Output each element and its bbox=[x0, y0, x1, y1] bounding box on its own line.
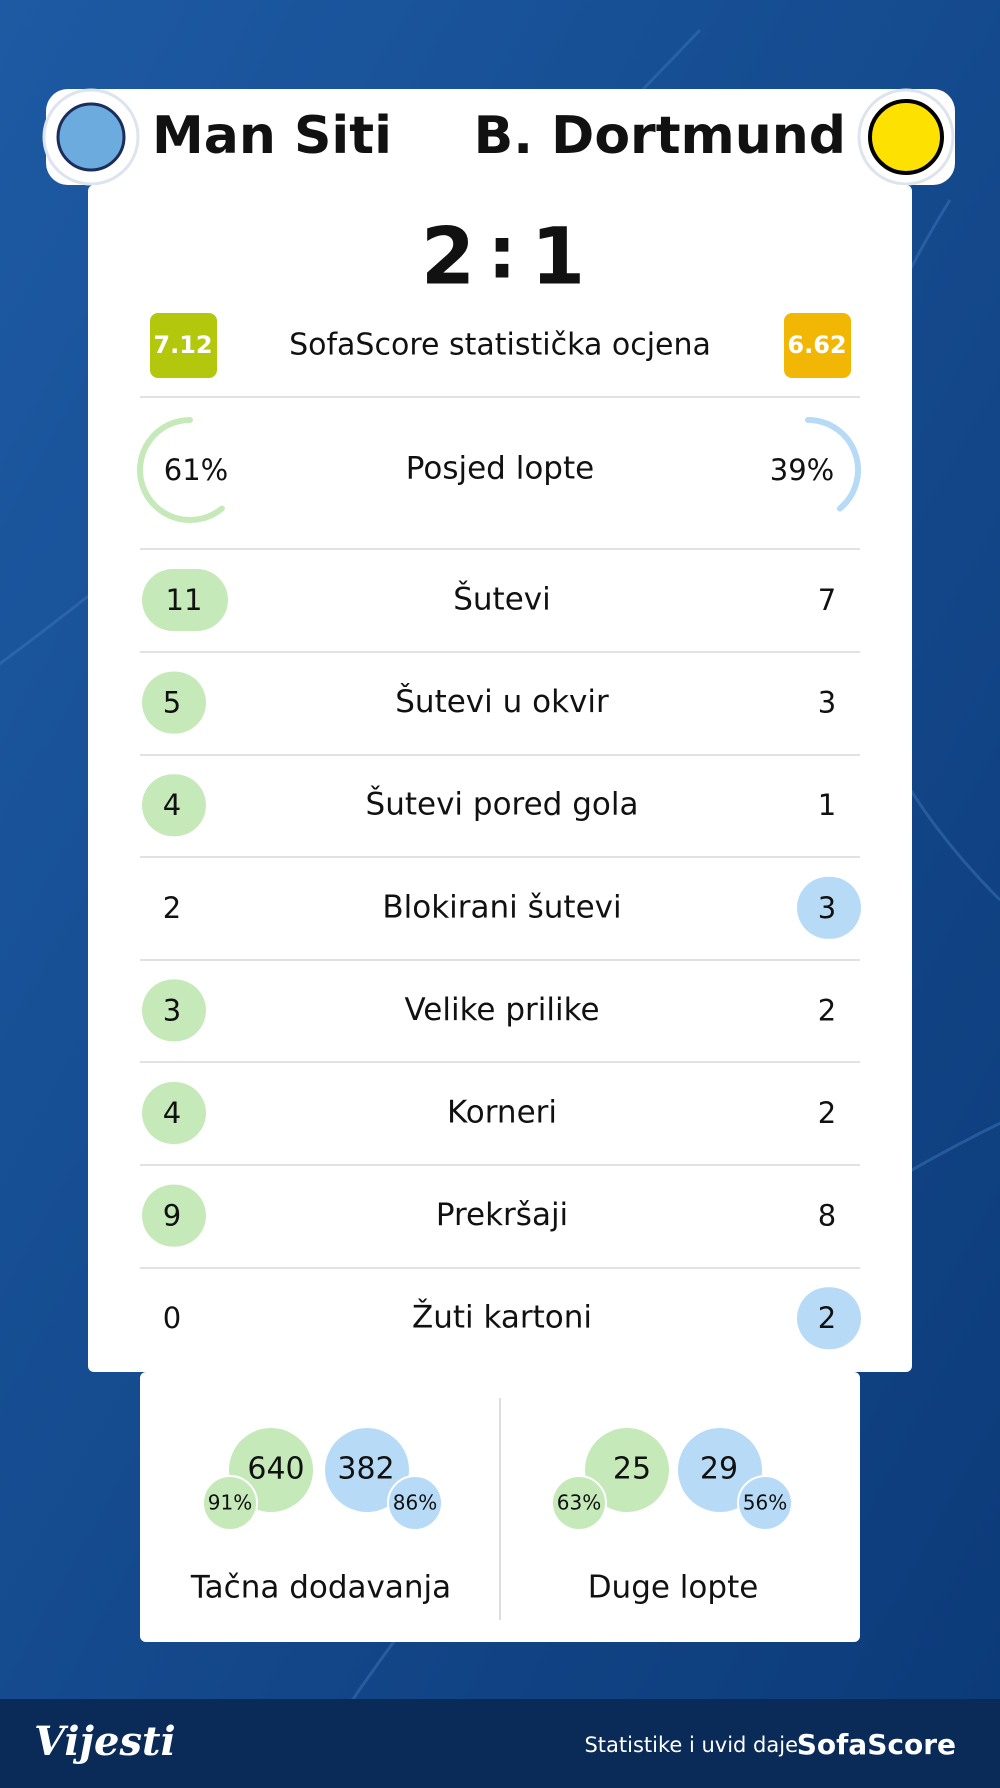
away-highlight bbox=[797, 1287, 861, 1350]
home-possession: 61% bbox=[164, 453, 228, 487]
home-pass-pct: 63% bbox=[557, 1491, 601, 1515]
away-value: 2 bbox=[818, 1301, 836, 1335]
stat-label: Šutevi u okvir bbox=[395, 683, 609, 720]
home-pass-value: 25 bbox=[613, 1452, 651, 1487]
home-rating-badge bbox=[150, 313, 217, 378]
away-pass-value: 382 bbox=[337, 1452, 394, 1487]
home-team: Man Siti bbox=[152, 106, 392, 166]
away-possession-arc bbox=[805, 417, 861, 512]
away-value: 2 bbox=[818, 993, 836, 1027]
away-possession: 39% bbox=[770, 453, 834, 487]
home-value: 4 bbox=[163, 1096, 181, 1130]
stat-label: Prekršaji bbox=[436, 1197, 568, 1233]
away-team: B. Dortmund bbox=[474, 106, 846, 166]
away-rating: 6.62 bbox=[787, 331, 846, 359]
home-value: 9 bbox=[163, 1199, 181, 1233]
footer-provider: SofaScore bbox=[797, 1728, 956, 1761]
away-value: 3 bbox=[818, 891, 836, 925]
score-separator: : bbox=[488, 211, 517, 295]
away-pass-value: 29 bbox=[700, 1452, 738, 1487]
home-value: 11 bbox=[166, 583, 203, 617]
home-pass-pct: 91% bbox=[208, 1491, 252, 1515]
home-value: 2 bbox=[163, 891, 181, 925]
stat-label: Blokirani šutevi bbox=[382, 889, 621, 925]
rating-label: SofaScore statistička ocjena bbox=[289, 328, 711, 363]
home-possession-arc bbox=[137, 417, 225, 523]
home-score: 2 bbox=[421, 212, 475, 302]
home-pct-bubble bbox=[551, 1475, 607, 1531]
stats-card bbox=[88, 185, 912, 1372]
away-pass-bubble bbox=[325, 1428, 409, 1512]
passes-label: Tačna dodavanja bbox=[190, 1570, 451, 1606]
home-pass-bubble bbox=[585, 1428, 669, 1512]
home-value: 5 bbox=[163, 686, 181, 720]
away-value: 8 bbox=[818, 1199, 836, 1233]
stat-label: Šutevi pored gola bbox=[366, 786, 639, 823]
footer-bar bbox=[0, 1699, 1000, 1788]
away-value: 2 bbox=[818, 1096, 836, 1130]
stat-label: Velike prilike bbox=[404, 992, 599, 1028]
stat-label: Žuti kartoni bbox=[412, 1300, 592, 1336]
away-logo-crest bbox=[868, 99, 944, 175]
away-rating-badge bbox=[784, 313, 851, 378]
home-highlight bbox=[142, 774, 206, 837]
footer-credit: Statistike i uvid daje bbox=[584, 1733, 798, 1757]
away-highlight bbox=[797, 876, 861, 939]
home-highlight bbox=[142, 569, 228, 631]
footer-brand: Vijesti bbox=[34, 1718, 176, 1765]
header-bar bbox=[46, 89, 955, 185]
away-value: 7 bbox=[818, 583, 836, 617]
away-value: 3 bbox=[818, 686, 836, 720]
away-pass-pct: 86% bbox=[393, 1491, 437, 1515]
home-value: 0 bbox=[163, 1301, 181, 1335]
home-highlight bbox=[142, 1082, 206, 1144]
away-score: 1 bbox=[531, 212, 585, 302]
away-pct-bubble bbox=[387, 1475, 443, 1531]
home-value: 4 bbox=[163, 788, 181, 822]
home-logo-crest bbox=[56, 102, 126, 172]
home-highlight bbox=[142, 1184, 206, 1247]
home-highlight bbox=[142, 979, 206, 1042]
stat-label: Šutevi bbox=[453, 581, 551, 618]
home-value: 3 bbox=[163, 993, 181, 1027]
possession-label: Posjed lopte bbox=[406, 451, 594, 487]
passes-label: Duge lopte bbox=[588, 1570, 759, 1606]
home-pct-bubble bbox=[202, 1475, 258, 1531]
home-pass-value: 640 bbox=[247, 1452, 304, 1487]
stat-label: Korneri bbox=[447, 1095, 557, 1131]
away-value: 1 bbox=[818, 788, 836, 822]
away-pass-pct: 56% bbox=[743, 1491, 787, 1515]
home-highlight bbox=[142, 671, 206, 734]
home-rating: 7.12 bbox=[153, 331, 212, 359]
away-pct-bubble bbox=[737, 1475, 793, 1531]
